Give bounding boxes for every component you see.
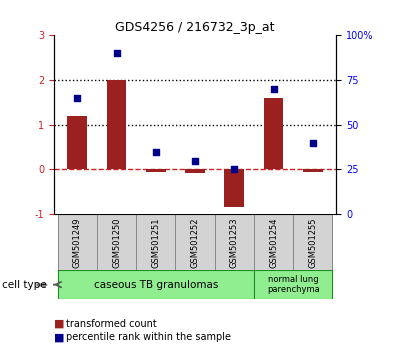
Text: normal lung
parenchyma: normal lung parenchyma <box>267 275 320 294</box>
Text: GSM501250: GSM501250 <box>112 217 121 268</box>
Bar <box>146 170 166 172</box>
Text: GSM501255: GSM501255 <box>308 217 317 268</box>
Bar <box>176 214 215 271</box>
Point <box>152 149 159 154</box>
Text: GSM501249: GSM501249 <box>73 217 82 268</box>
Text: GSM501254: GSM501254 <box>269 217 278 268</box>
Text: transformed count: transformed count <box>66 319 156 329</box>
Bar <box>136 214 176 271</box>
Point <box>192 158 198 164</box>
Text: GSM501251: GSM501251 <box>151 217 160 268</box>
Text: percentile rank within the sample: percentile rank within the sample <box>66 332 231 342</box>
Text: ■: ■ <box>54 319 64 329</box>
Point <box>74 95 80 101</box>
Bar <box>58 214 97 271</box>
Point <box>310 140 316 145</box>
Text: GSM501253: GSM501253 <box>230 217 239 268</box>
Point <box>231 167 238 172</box>
Bar <box>264 98 283 170</box>
Bar <box>303 170 322 172</box>
Bar <box>58 270 254 299</box>
Point <box>270 86 277 92</box>
Text: cell type: cell type <box>2 280 47 290</box>
Bar <box>254 270 332 299</box>
Bar <box>293 214 332 271</box>
Text: caseous TB granulomas: caseous TB granulomas <box>94 280 218 290</box>
Bar <box>215 214 254 271</box>
Point <box>113 50 120 56</box>
Text: GSM501252: GSM501252 <box>191 217 199 268</box>
Bar <box>185 170 205 173</box>
Title: GDS4256 / 216732_3p_at: GDS4256 / 216732_3p_at <box>115 21 275 34</box>
Bar <box>254 214 293 271</box>
Bar <box>97 214 136 271</box>
Bar <box>107 80 126 170</box>
Bar <box>68 116 87 170</box>
Bar <box>224 170 244 207</box>
Text: ■: ■ <box>54 332 64 342</box>
